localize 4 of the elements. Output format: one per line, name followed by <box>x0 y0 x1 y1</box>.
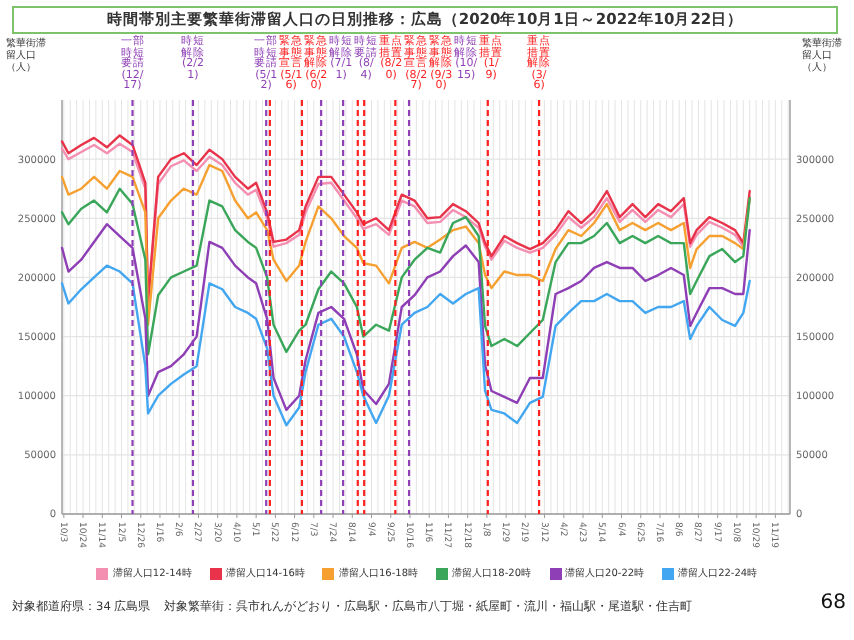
line-series <box>60 264 751 427</box>
line-series <box>60 163 751 326</box>
text: 68 <box>820 592 846 614</box>
line-series <box>60 187 751 356</box>
